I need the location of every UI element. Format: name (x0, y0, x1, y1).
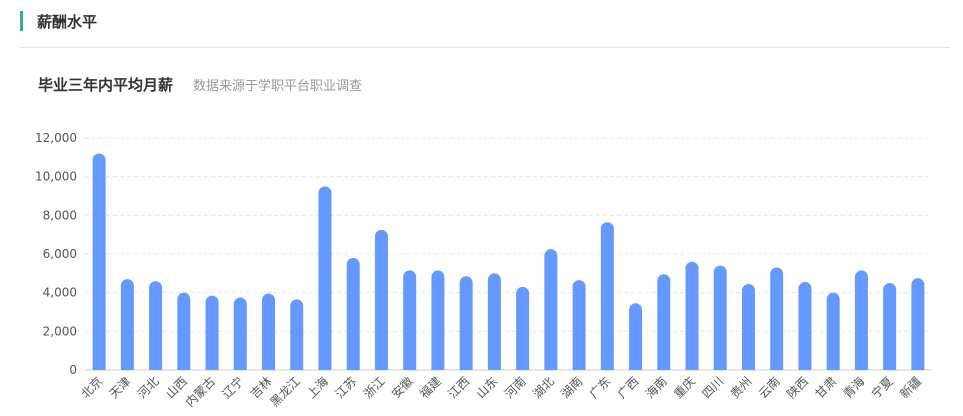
bar-5 (233, 297, 247, 370)
bar-15 (516, 286, 530, 370)
bar-4 (205, 295, 219, 370)
bar-22 (713, 265, 727, 370)
bar-14 (487, 273, 501, 370)
bar-21 (685, 261, 699, 370)
y-tick-label: 10,000 (35, 170, 77, 184)
category-label: 宁夏 (868, 374, 896, 402)
bar-16 (544, 249, 558, 370)
section-title: 薪酬水平 (37, 12, 98, 31)
y-tick-label: 2,000 (43, 324, 77, 338)
category-label: 重庆 (671, 374, 698, 401)
category-label: 湖北 (529, 374, 557, 402)
bar-17 (572, 280, 586, 370)
section-header: 薪酬水平 (20, 10, 97, 32)
bar-0 (92, 153, 106, 370)
category-label: 云南 (755, 374, 783, 402)
category-label: 福建 (416, 374, 444, 402)
chart-title: 毕业三年内平均月薪 (38, 76, 174, 94)
bar-19 (629, 303, 643, 370)
bar-27 (854, 270, 868, 370)
category-label: 浙江 (361, 374, 388, 401)
category-label: 内蒙古 (182, 374, 218, 410)
bar-9 (346, 257, 360, 370)
category-label: 辽宁 (219, 374, 247, 402)
category-label: 北京 (78, 374, 105, 401)
bar-24 (770, 267, 784, 370)
category-label: 新疆 (896, 374, 924, 402)
category-label: 河北 (135, 374, 162, 401)
y-tick-label: 4,000 (43, 286, 77, 300)
bar-20 (657, 274, 671, 370)
bar-7 (290, 299, 304, 370)
category-label: 上海 (304, 374, 332, 402)
category-label: 甘肃 (812, 374, 839, 401)
y-tick-label: 12,000 (35, 131, 77, 145)
y-tick-label: 0 (69, 363, 77, 377)
bar-29 (911, 278, 925, 370)
bar-11 (403, 270, 417, 370)
section-accent-bar (20, 11, 23, 31)
y-tick-label: 6,000 (43, 247, 77, 261)
category-label: 湖南 (558, 374, 586, 402)
category-label: 江西 (445, 374, 472, 401)
category-label: 天津 (107, 374, 134, 401)
bar-18 (600, 222, 614, 370)
category-label: 山东 (474, 374, 501, 401)
category-label: 贵州 (728, 374, 755, 401)
bar-23 (741, 283, 755, 370)
bar-8 (318, 186, 332, 370)
category-label: 青海 (840, 374, 868, 402)
bar-6 (262, 293, 276, 370)
bar-12 (431, 270, 445, 370)
y-tick-label: 8,000 (43, 208, 77, 222)
bar-10 (374, 229, 388, 370)
bar-26 (826, 292, 840, 370)
category-label: 河南 (501, 374, 529, 402)
category-label: 陕西 (783, 374, 811, 402)
bar-1 (120, 279, 134, 370)
bar-13 (459, 276, 473, 370)
category-label: 江苏 (332, 374, 359, 401)
chart-subtitle: 数据来源于学职平台职业调查 (193, 79, 363, 94)
bar-3 (177, 292, 191, 370)
bar-25 (798, 282, 812, 370)
section-divider (20, 47, 950, 48)
category-label: 黑龙江 (268, 374, 303, 409)
category-label: 安徽 (388, 374, 416, 402)
category-label: 广西 (615, 374, 642, 401)
category-label: 海南 (642, 374, 670, 402)
bar-2 (149, 281, 163, 370)
bar-28 (883, 283, 897, 370)
category-label: 广东 (587, 374, 614, 401)
chart-header: 毕业三年内平均月薪 数据来源于学职平台职业调查 (38, 74, 362, 95)
category-label: 四川 (699, 374, 726, 401)
